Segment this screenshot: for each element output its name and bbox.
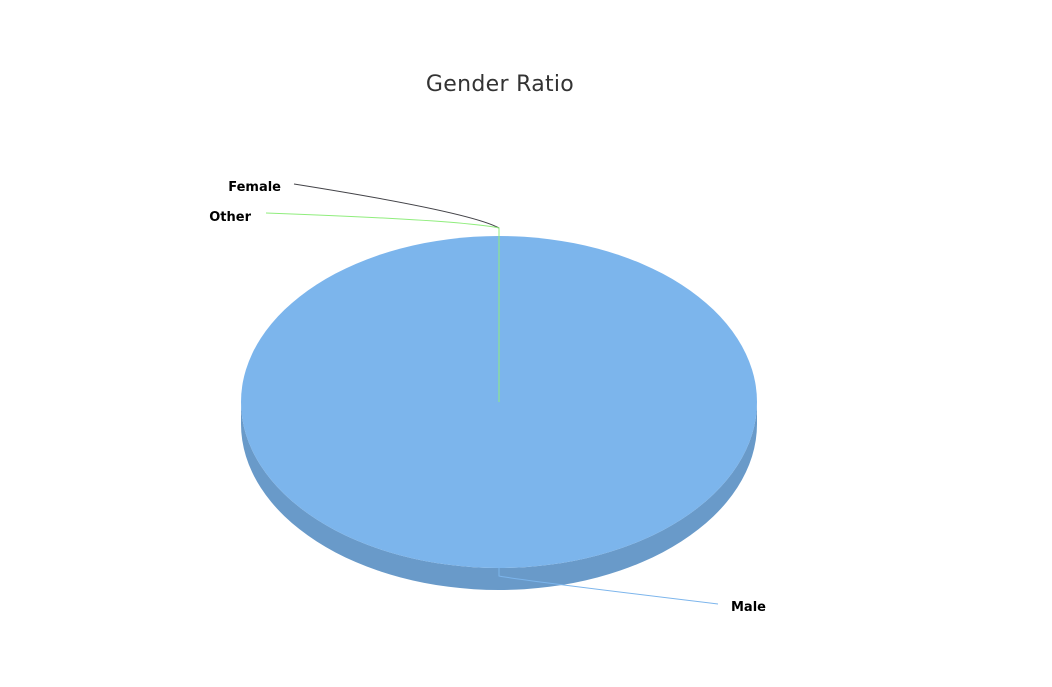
connector-other: [265, 212, 500, 402]
connector-female: [293, 183, 500, 402]
data-label-female: Female: [228, 180, 281, 195]
chart-title: Gender Ratio: [425, 72, 575, 97]
connector-male: [498, 568, 719, 605]
data-label-male: Male: [731, 600, 766, 615]
data-label-other: Other: [209, 210, 251, 225]
